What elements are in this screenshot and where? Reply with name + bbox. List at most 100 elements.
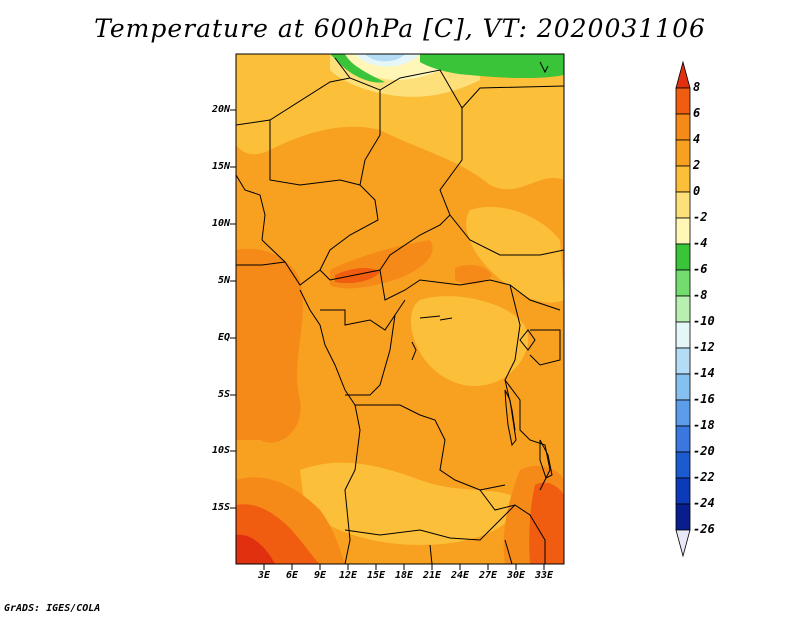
colorbar-swatch [675,113,691,141]
colorbar-label: -8 [693,288,708,302]
border-line [299,289,346,391]
border-line [236,261,286,266]
colorbar-swatch [675,217,691,245]
colorbar [675,60,691,558]
lon-label-3e: 3E [257,570,271,581]
country-borders [236,57,564,564]
border-line [344,389,506,491]
border-line [236,174,266,241]
border-line [529,329,561,366]
colorbar-swatch [675,165,691,193]
colorbar-swatch [675,295,691,323]
border-line [429,544,433,564]
lat-label-15n: 15N [211,161,230,172]
border-line [319,214,451,281]
lon-label-30e: 30E [506,570,526,581]
colorbar-label: -24 [693,496,715,510]
colorbar-label: -26 [693,522,715,536]
border-line [504,379,551,491]
border-line [261,239,321,286]
colorbar-label: -10 [693,314,715,328]
lon-label-15e: 15E [366,570,386,581]
lon-label-18e: 18E [394,570,414,581]
longitude-ticks [263,564,545,570]
field-zone-green-west [330,54,385,83]
colorbar-swatch [675,243,691,271]
field-zone-6-8-southeast [529,482,564,564]
colorbar-label: -16 [693,392,715,406]
lat-label-10s: 10S [211,445,230,456]
colorbar-arrow-bottom [675,529,691,558]
lon-label-12e: 12E [338,570,358,581]
lat-label-20n: 20N [211,104,230,115]
colorbar-swatch [675,399,691,427]
colorbar-swatch [675,321,691,349]
lake-outline [419,315,453,321]
border-line [236,77,351,126]
grads-credit: GrADS: IGES/COLA [4,603,101,614]
lake-outline [411,341,417,361]
lake-outline [504,389,517,447]
border-line [504,539,513,564]
border-line [479,489,546,564]
lon-label-27e: 27E [478,570,498,581]
colorbar-label: -6 [693,262,708,276]
border-line [344,404,361,564]
colorbar-label: 2 [693,158,701,172]
border-line [269,120,361,186]
colorbar-swatch [675,451,691,479]
lon-label-24e: 24E [450,570,470,581]
lon-label-21e: 21E [422,570,442,581]
lake-outline [519,329,536,351]
lat-label-eq: EQ [217,332,230,343]
colorbar-swatch [675,425,691,453]
colorbar-swatch [675,87,691,115]
field-zone-4-6-west [236,248,303,443]
lake-outline [539,61,549,74]
map-title: Temperature at 600hPa [C], VT: 202003110… [94,14,706,43]
colorbar-swatch [675,373,691,401]
border-line [439,108,564,256]
colorbar-label: -4 [693,236,708,250]
temperature-field [236,54,564,564]
colorbar-swatch [675,503,691,531]
colorbar-label: -18 [693,418,715,432]
colorbar-label: -22 [693,470,715,484]
field-zone-0-2-center [410,296,529,387]
lat-label-10n: 10N [211,218,230,229]
border-line [344,504,516,541]
colorbar-label: -2 [693,210,708,224]
latitude-ticks [230,109,236,509]
border-line [379,269,561,311]
border-line [319,90,381,271]
colorbar-label: 6 [693,106,701,120]
field-zone-0-2-south [300,462,520,545]
lon-label-6e: 6E [285,570,299,581]
colorbar-swatch [675,477,691,505]
colorbar-swatch [675,347,691,375]
lon-label-9e: 9E [313,570,327,581]
border-line [334,57,564,109]
field-zone-neg6-neg4 [420,54,564,79]
lon-label-33e: 33E [534,570,554,581]
lake-outline [539,439,553,479]
colorbar-label: 0 [693,184,701,198]
colorbar-label: 4 [693,132,701,146]
lat-label-5s: 5S [217,389,230,400]
colorbar-arrow-top [675,60,691,89]
colorbar-label: 8 [693,80,701,94]
colorbar-swatch [675,191,691,219]
field-zone-neg12-neg10 [365,54,405,62]
lat-label-5n: 5N [217,275,230,286]
colorbar-label: -14 [693,366,715,380]
field-zone-4-6-east [455,264,492,285]
colorbar-swatch [675,269,691,297]
colorbar-swatch [675,139,691,167]
colorbar-label: -12 [693,340,715,354]
field-zone-8-up [236,534,275,564]
lat-label-15s: 15S [211,502,230,513]
map-frame [235,53,565,565]
border-line [345,314,396,396]
colorbar-label: -20 [693,444,715,458]
